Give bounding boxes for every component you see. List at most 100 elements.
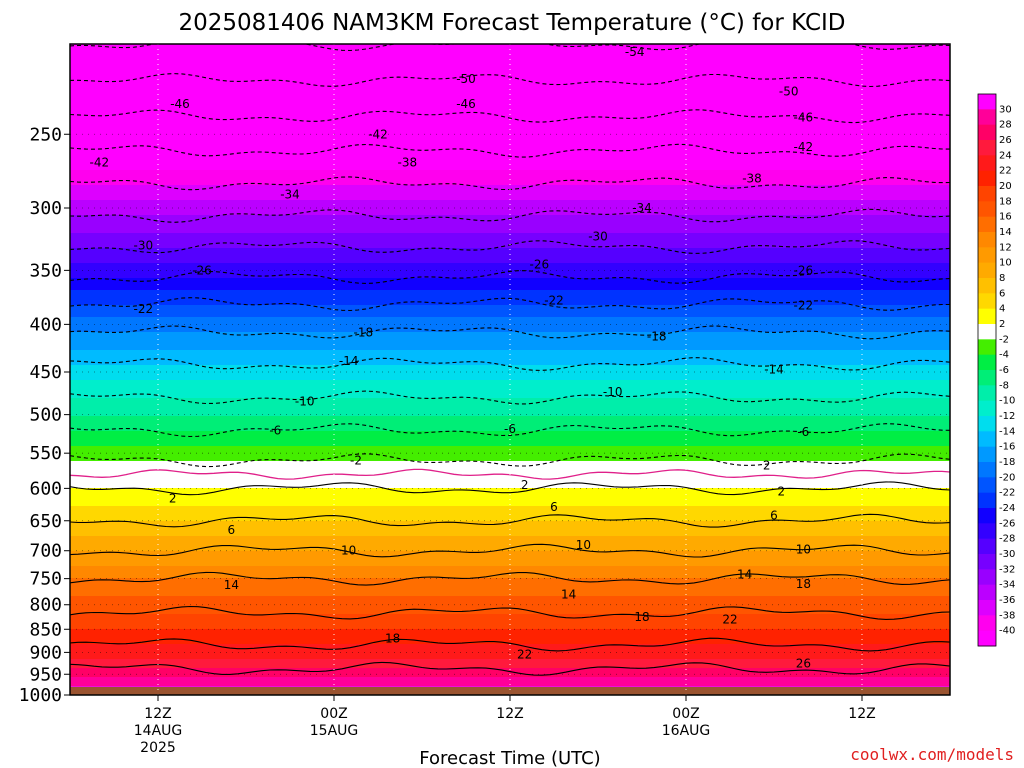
colorbar-label: -36 (999, 595, 1015, 606)
temperature-band (70, 305, 950, 309)
temperature-band (70, 470, 950, 474)
contour-label: -46 (794, 111, 814, 125)
temperature-band (70, 146, 950, 150)
temperature-band (70, 656, 950, 660)
plot-area: -54 -50 -50 -46 -46 -46 -42 -42 -42 -38 -38 -34 -34 -… (69, 43, 951, 696)
colorbar-swatch (978, 569, 996, 586)
temperature-band (70, 152, 950, 156)
colorbar-label: -40 (999, 626, 1015, 637)
contour-line (70, 109, 950, 124)
contour-label: -10 (603, 385, 623, 399)
contour-line (70, 270, 950, 284)
credit-text: coolwx.com/models (850, 745, 1014, 764)
temperature-band (70, 560, 950, 564)
temperature-band (70, 494, 950, 498)
temperature-band (70, 641, 950, 645)
x-tick-label: 12Z (848, 706, 875, 722)
temperature-band (70, 440, 950, 444)
temperature-band (70, 446, 950, 450)
temperature-band (70, 329, 950, 333)
colorbar-swatch (978, 462, 996, 478)
temperature-band (70, 350, 950, 354)
contour-label: -2 (350, 453, 362, 467)
colorbar-label: -20 (999, 472, 1015, 483)
temperature-band (70, 374, 950, 378)
x-tick-label: 12Z (144, 706, 171, 722)
temperature-band (70, 170, 950, 174)
colorbar-swatch (978, 354, 996, 371)
contour-label: -38 (398, 155, 418, 169)
temperature-band (70, 575, 950, 579)
colorbar-swatch (978, 385, 996, 402)
y-tick-label: 1000 (19, 685, 62, 706)
x-tick-label: 12Z (496, 706, 523, 722)
temperature-band (70, 629, 950, 633)
temperature-band (70, 404, 950, 408)
colorbar-label: 14 (999, 227, 1012, 238)
colorbar-swatch (978, 431, 996, 448)
temperature-band (70, 191, 950, 195)
y-tick-label: 400 (29, 314, 62, 335)
temperature-band (70, 362, 950, 366)
contour-label: 10 (341, 544, 356, 558)
temperature-band (70, 467, 950, 471)
y-tick-label: 550 (29, 443, 62, 464)
temperature-band (70, 179, 950, 183)
y-tick-label: 950 (29, 664, 62, 685)
temperature-band (70, 605, 950, 609)
temperature-band (70, 101, 950, 105)
temperature-band (70, 617, 950, 621)
temperature-band (70, 569, 950, 573)
temperature-band (70, 209, 950, 213)
y-tick-label: 450 (29, 362, 62, 383)
contour-label: -42 (794, 140, 814, 154)
contour-label: 6 (228, 523, 236, 537)
temperature-band (70, 149, 950, 153)
temperature-band (70, 590, 950, 594)
temperature-band (70, 197, 950, 201)
temperature-band (70, 449, 950, 453)
temperature-band (70, 584, 950, 588)
temperature-band (70, 317, 950, 321)
temperature-band (70, 224, 950, 228)
temperature-band (70, 110, 950, 114)
temperature-band (70, 245, 950, 249)
contour-label: -6 (797, 425, 809, 439)
x-tick-label: 16AUG (662, 723, 711, 739)
temperature-band (70, 62, 950, 66)
contour-label: -38 (742, 172, 762, 186)
temperature-band (70, 665, 950, 669)
temperature-band (70, 542, 950, 546)
contour-line (70, 481, 950, 496)
colorbar-swatch (978, 247, 996, 264)
colorbar-swatch (978, 554, 996, 570)
colorbar-label: 16 (999, 212, 1012, 223)
temperature-band (70, 161, 950, 165)
contour-label: -6 (269, 423, 281, 437)
temperature-band (70, 95, 950, 99)
contour-labels: -54 -50 -50 -46 -46 -46 -42 -42 -42 -38 -38 -34 -34 -… (90, 45, 814, 670)
temperature-band (70, 581, 950, 585)
temperature-band (70, 44, 950, 48)
temperature-band (70, 344, 950, 348)
contour-label: -42 (90, 155, 110, 169)
temperature-band (70, 80, 950, 84)
temperature-band (70, 386, 950, 390)
contour-line (70, 571, 950, 586)
y-tick-label: 250 (29, 124, 62, 145)
temperature-band (70, 611, 950, 615)
contour-label: -34 (632, 201, 652, 215)
colorbar-label: -16 (999, 442, 1015, 453)
colorbar-swatch (978, 630, 996, 647)
colorbar-swatch (978, 216, 996, 233)
temperature-band (70, 509, 950, 513)
y-tick-label: 900 (29, 642, 62, 663)
contour-label: 2 (778, 485, 786, 499)
temperature-band (70, 614, 950, 618)
colorbar: 30 28 26 24 22 20 18 16 14 12 10 8 6 4 2 -2 -4 -6 -8 -10 -12… (977, 93, 1015, 647)
temperature-band (70, 530, 950, 534)
temperature-band (70, 677, 950, 681)
contour-label: -22 (134, 302, 154, 316)
temperature-band (70, 380, 950, 384)
